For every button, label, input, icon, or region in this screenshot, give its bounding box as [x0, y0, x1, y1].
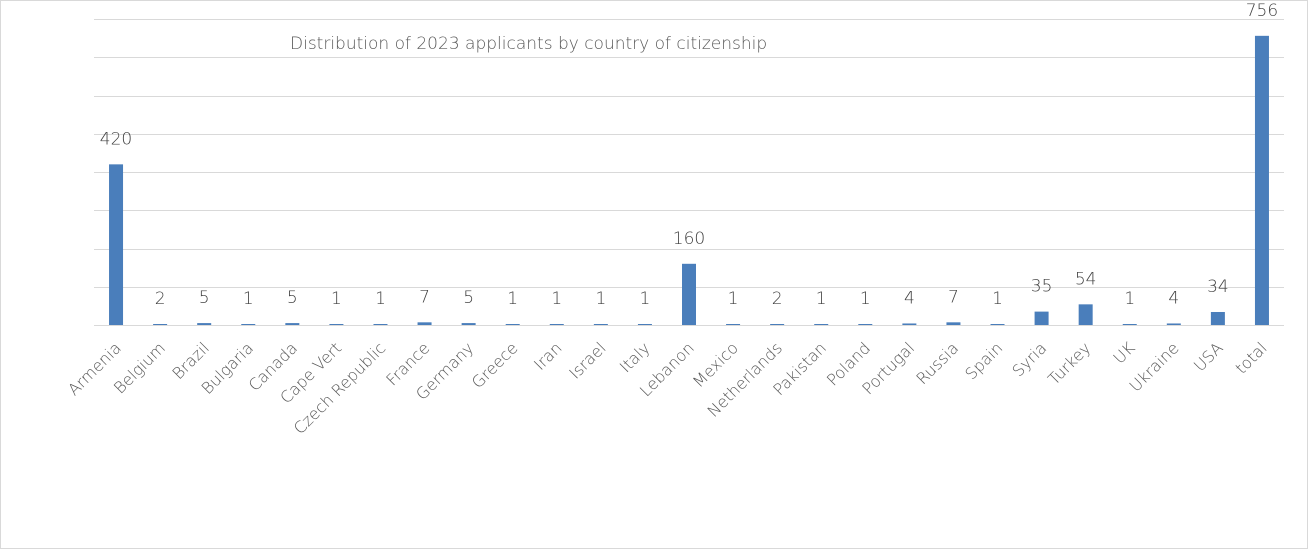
bar-usa	[1210, 311, 1225, 325]
bar-france	[417, 322, 432, 325]
data-label: 2	[772, 289, 783, 309]
bars	[109, 35, 1269, 325]
tick-label: Russia	[912, 338, 962, 388]
tick-label: Israel	[565, 338, 609, 382]
data-label: 4	[904, 288, 915, 308]
data-label: 5	[463, 288, 474, 308]
data-label: 1	[1124, 289, 1135, 309]
bar-ukraine	[1166, 323, 1181, 325]
bar-mexico	[726, 324, 741, 325]
data-label: 1	[507, 289, 518, 309]
bar-belgium	[153, 324, 168, 325]
bar-brazil	[197, 323, 212, 325]
bar-poland	[858, 324, 873, 325]
data-label: 7	[419, 287, 430, 307]
data-label: 4	[1168, 288, 1179, 308]
data-label: 1	[375, 289, 386, 309]
tick-label: Iran	[530, 338, 566, 374]
data-label: 160	[673, 229, 705, 249]
data-labels: 420 2 5 1 5 1 1 7 5 1 1 1 1 160 1 2 1 1 4 7 1 35 54 1 4 34 756	[100, 1, 1278, 309]
bar-portugal	[902, 323, 917, 325]
data-label: 35	[1031, 277, 1053, 297]
bar-netherlands	[770, 324, 785, 325]
data-label: 1	[816, 289, 827, 309]
data-label: 1	[728, 289, 739, 309]
tick-label: USA	[1190, 338, 1227, 375]
bar-italy	[637, 324, 652, 325]
bar-lebanon	[682, 263, 696, 325]
data-label: 7	[948, 287, 959, 307]
bar-israel	[593, 324, 608, 325]
bar-syria	[1034, 311, 1049, 325]
data-label: 756	[1246, 1, 1278, 21]
data-label: 1	[243, 289, 254, 309]
data-label: 420	[100, 129, 132, 149]
bar-armenia	[109, 164, 124, 325]
bar-uk	[1122, 324, 1137, 325]
tick-label: Greece	[468, 338, 522, 392]
bar-iran	[549, 324, 564, 325]
tick-label: Turkey	[1044, 338, 1094, 388]
data-label: 5	[199, 288, 210, 308]
data-label: 5	[287, 288, 298, 308]
bar-germany	[461, 323, 476, 325]
data-label: 2	[155, 289, 166, 309]
bar-pakistan	[814, 324, 829, 325]
bar-greece	[505, 324, 520, 325]
bar-czech-republic	[373, 324, 388, 325]
bar-canada	[285, 323, 300, 325]
data-label: 1	[551, 289, 562, 309]
tick-label: Italy	[616, 338, 654, 376]
chart-title: Distribution of 2023 applicants by count…	[290, 34, 767, 54]
data-label: 1	[331, 289, 342, 309]
bar-spain	[990, 324, 1005, 325]
bar-turkey	[1078, 304, 1093, 325]
data-label: 1	[640, 289, 651, 309]
data-label: 34	[1207, 277, 1229, 297]
data-label: 54	[1075, 269, 1097, 289]
tick-label: UK	[1109, 338, 1138, 367]
data-label: 1	[595, 289, 606, 309]
bar-bulgaria	[241, 324, 256, 325]
bar-russia	[946, 322, 961, 325]
tick-label: Ukraine	[1126, 338, 1183, 395]
data-label: 1	[992, 289, 1003, 309]
tick-label: total	[1231, 338, 1270, 377]
data-label: 1	[860, 289, 871, 309]
gridlines	[94, 19, 1284, 326]
bar-cape-vert	[329, 324, 344, 325]
tick-label: Spain	[961, 338, 1006, 383]
bar-total	[1254, 35, 1269, 325]
